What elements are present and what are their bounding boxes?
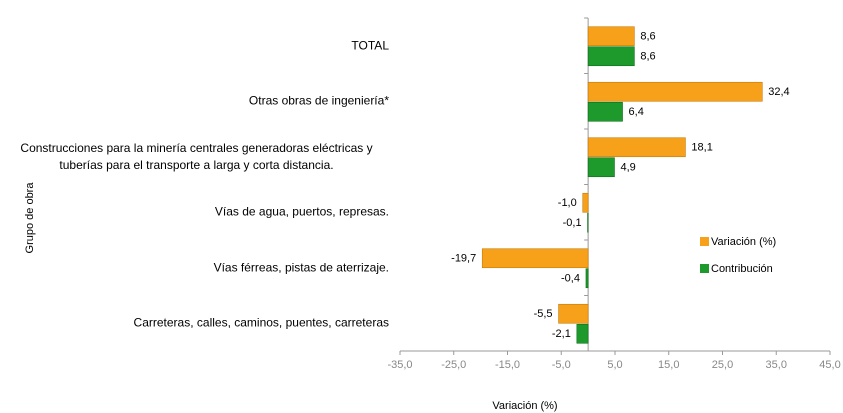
bar <box>587 101 623 122</box>
x-tick-label: -25,0 <box>441 359 466 371</box>
x-axis-label: Variación (%) <box>492 400 557 412</box>
category-label: Vías de agua, puertos, represas. <box>214 204 389 219</box>
value-label: 32,4 <box>768 86 789 98</box>
x-tick-label: 45,0 <box>819 359 840 371</box>
value-label: 4,9 <box>620 162 635 174</box>
bar <box>587 46 635 67</box>
bar <box>587 137 686 158</box>
bar <box>587 26 635 47</box>
legend-swatch <box>700 237 709 246</box>
value-label: 6,4 <box>629 106 644 118</box>
x-tick-label: 15,0 <box>658 359 679 371</box>
x-tick-label: -5,0 <box>552 359 571 371</box>
bar <box>585 268 589 289</box>
value-label: 8,6 <box>640 31 655 43</box>
value-label: -2,1 <box>552 328 571 340</box>
value-label: -0,4 <box>561 273 580 285</box>
category-label: Construcciones para la minería centrales… <box>20 140 373 172</box>
value-label: 18,1 <box>691 142 712 154</box>
x-tick-label: 35,0 <box>766 359 787 371</box>
legend-label: Variación (%) <box>711 236 776 248</box>
bar <box>587 212 589 233</box>
x-tick-label: -15,0 <box>495 359 520 371</box>
value-label: -1,0 <box>558 197 577 209</box>
category-label: Vías férreas, pistas de aterrizaje. <box>213 260 389 275</box>
value-label: -19,7 <box>451 253 476 265</box>
bar <box>576 323 589 344</box>
value-label: -0,1 <box>563 217 582 229</box>
bar <box>582 192 589 213</box>
category-label: Carreteras, calles, caminos, puentes, ca… <box>133 315 389 330</box>
category-label: TOTAL <box>351 38 389 53</box>
legend-label: Contribución <box>711 263 773 275</box>
bar <box>558 303 589 324</box>
legend-swatch <box>700 264 709 273</box>
category-label: Otras obras de ingeniería* <box>248 93 389 108</box>
bar <box>587 157 615 178</box>
bar <box>587 81 763 102</box>
x-tick-label: -35,0 <box>387 359 412 371</box>
y-axis-label: Grupo de obra <box>24 182 36 254</box>
bar <box>481 248 589 269</box>
value-label: -5,5 <box>534 308 553 320</box>
value-label: 8,6 <box>640 51 655 63</box>
x-tick-label: 25,0 <box>712 359 733 371</box>
x-tick-label: 5,0 <box>607 359 622 371</box>
